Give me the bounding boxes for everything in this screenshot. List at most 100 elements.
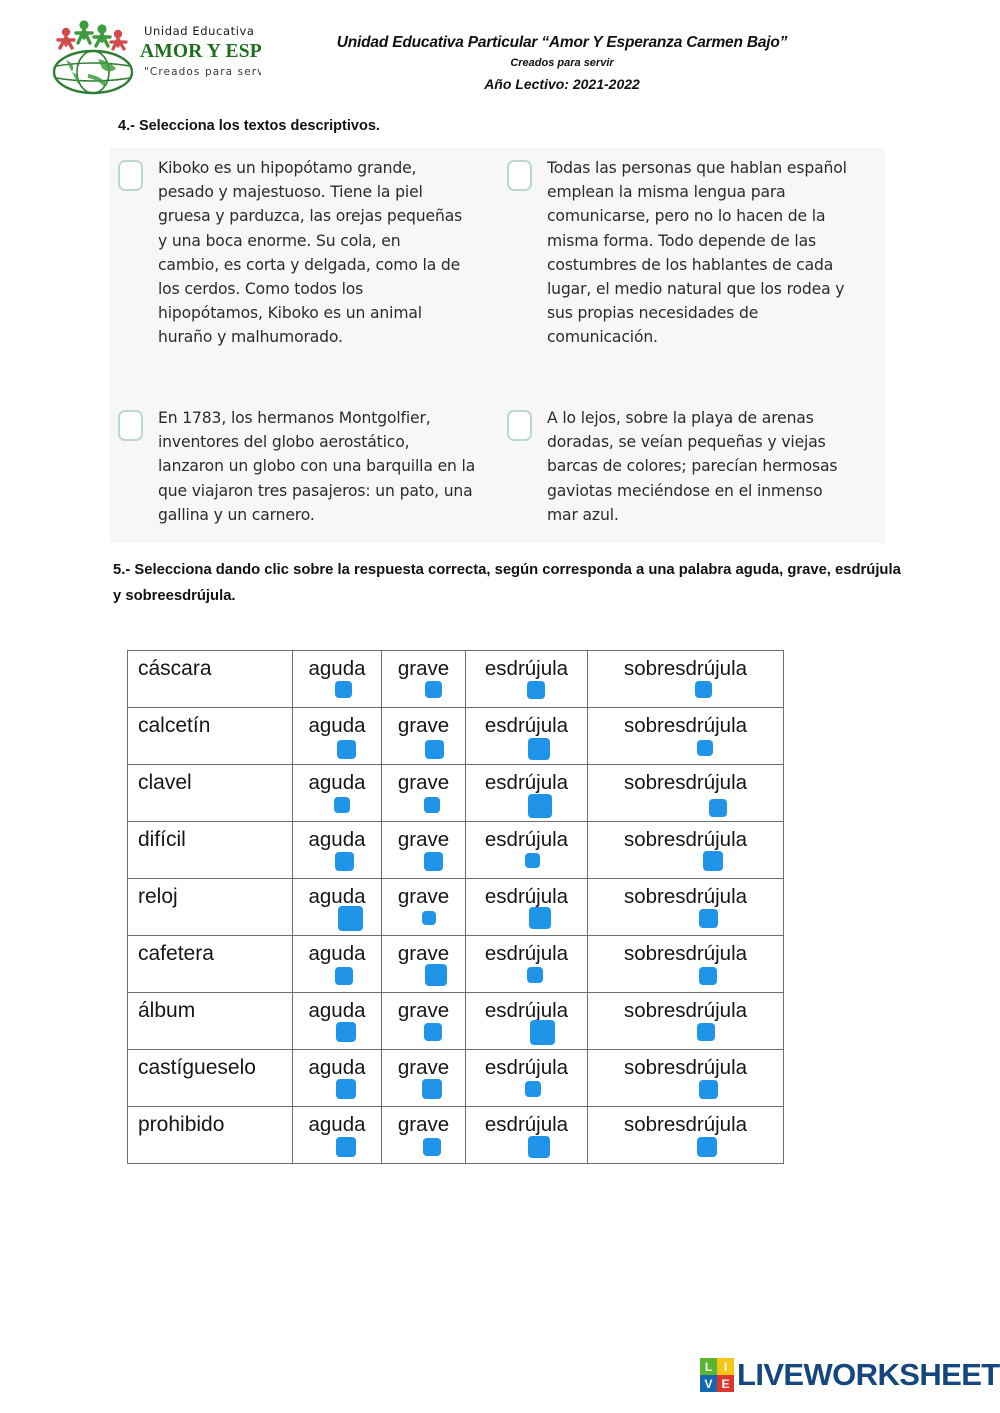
answer-select-box[interactable] (528, 907, 551, 929)
answer-cell-sobresdrújula[interactable]: sobresdrújula (587, 650, 784, 708)
answer-select-box[interactable] (425, 740, 445, 759)
answer-cell-esdrújula[interactable]: esdrújula (465, 650, 588, 708)
answer-select-box[interactable] (423, 797, 440, 813)
answer-cell-grave[interactable]: grave (381, 650, 466, 708)
answer-cell-esdrújula[interactable]: esdrújula (465, 821, 588, 879)
answer-select-box[interactable] (527, 794, 552, 818)
word-cell: álbum (127, 992, 293, 1050)
answer-select-box[interactable] (423, 852, 443, 871)
answer-select-box[interactable] (697, 1023, 716, 1041)
svg-text:Unidad Educativa: Unidad Educativa (144, 24, 255, 38)
answer-select-box[interactable] (336, 1137, 357, 1157)
answer-cell-sobresdrújula[interactable]: sobresdrújula (587, 878, 784, 936)
answer-select-box[interactable] (336, 1079, 357, 1099)
answer-select-box[interactable] (425, 681, 443, 698)
answer-select-box[interactable] (335, 967, 354, 985)
answer-cell-grave[interactable]: grave (381, 1049, 466, 1107)
checkbox-icon-option-3[interactable] (118, 410, 143, 441)
word-cell: cáscara (127, 650, 293, 708)
answer-cell-grave[interactable]: grave (381, 1106, 466, 1164)
answer-cell-sobresdrújula[interactable]: sobresdrújula (587, 1106, 784, 1164)
answer-select-box[interactable] (697, 740, 714, 756)
answer-cell-sobresdrújula[interactable]: sobresdrújula (587, 764, 784, 822)
answer-select-box[interactable] (422, 1138, 441, 1156)
descriptive-text-option-3[interactable]: En 1783, los hermanos Montgolfier, inven… (118, 406, 478, 527)
answer-select-box[interactable] (337, 906, 363, 931)
answer-select-box[interactable] (526, 967, 543, 983)
descriptive-text-option-1[interactable]: Kiboko es un hipopótamo grande, pesado y… (118, 156, 463, 350)
answer-select-box[interactable] (336, 1022, 357, 1042)
answer-cell-aguda[interactable]: aguda (292, 935, 382, 993)
answer-cell-grave[interactable]: grave (381, 707, 466, 765)
checkbox-icon-option-1[interactable] (118, 160, 143, 191)
answer-select-box[interactable] (421, 1079, 442, 1099)
answer-select-box[interactable] (335, 681, 353, 698)
answer-select-box[interactable] (423, 1023, 442, 1041)
answer-select-box[interactable] (526, 681, 545, 699)
answer-select-box[interactable] (337, 740, 356, 759)
descriptive-text-option-2[interactable]: Todas las personas que hablan español em… (507, 156, 857, 350)
answer-select-box[interactable] (527, 1136, 550, 1158)
word-label: clavel (138, 771, 192, 794)
answer-cell-aguda[interactable]: aguda (292, 1049, 382, 1107)
header-text-block: Unidad Educativa Particular “Amor Y Espe… (262, 34, 862, 92)
answer-select-box[interactable] (699, 1080, 719, 1099)
answer-cell-esdrújula[interactable]: esdrújula (465, 878, 588, 936)
answer-label: aguda (308, 1056, 366, 1079)
answer-select-box[interactable] (699, 967, 718, 985)
answer-select-box[interactable] (697, 1137, 718, 1157)
answer-cell-esdrújula[interactable]: esdrújula (465, 707, 588, 765)
answer-cell-grave[interactable]: grave (381, 992, 466, 1050)
accent-classification-table: cáscara aguda grave esdrújula sobresdrújula c… (127, 650, 784, 1164)
answer-label: sobresdrújula (623, 1113, 748, 1136)
answer-cell-esdrújula[interactable]: esdrújula (465, 935, 588, 993)
answer-cell-aguda[interactable]: aguda (292, 764, 382, 822)
answer-label: aguda (308, 999, 366, 1022)
answer-cell-sobresdrújula[interactable]: sobresdrújula (587, 821, 784, 879)
answer-select-box[interactable] (525, 853, 541, 868)
answer-cell-sobresdrújula[interactable]: sobresdrújula (587, 935, 784, 993)
option-2-text: Todas las personas que hablan español em… (547, 159, 847, 347)
answer-label: esdrújula (484, 999, 569, 1022)
answer-label: sobresdrújula (623, 828, 748, 851)
answer-cell-grave[interactable]: grave (381, 878, 466, 936)
answer-label: sobresdrújula (623, 999, 748, 1022)
answer-cell-sobresdrújula[interactable]: sobresdrújula (587, 992, 784, 1050)
answer-cell-sobresdrújula[interactable]: sobresdrújula (587, 1049, 784, 1107)
answer-cell-aguda[interactable]: aguda (292, 878, 382, 936)
answer-cell-aguda[interactable]: aguda (292, 1106, 382, 1164)
tile-letter-l: L (700, 1358, 717, 1375)
answer-label: grave (397, 657, 450, 680)
answer-select-box[interactable] (530, 1020, 556, 1045)
answer-select-box[interactable] (703, 851, 724, 871)
answer-cell-aguda[interactable]: aguda (292, 707, 382, 765)
answer-cell-grave[interactable]: grave (381, 764, 466, 822)
answer-select-box[interactable] (334, 797, 351, 813)
answer-select-box[interactable] (425, 964, 448, 986)
answer-select-box[interactable] (699, 909, 719, 928)
answer-cell-esdrújula[interactable]: esdrújula (465, 1106, 588, 1164)
svg-text:"Creados para servir": "Creados para servir" (144, 66, 261, 78)
answer-select-box[interactable] (708, 799, 727, 817)
answer-cell-aguda[interactable]: aguda (292, 992, 382, 1050)
checkbox-icon-option-2[interactable] (507, 160, 532, 191)
word-label: reloj (138, 885, 178, 908)
answer-cell-esdrújula[interactable]: esdrújula (465, 1049, 588, 1107)
word-cell: calcetín (127, 707, 293, 765)
answer-cell-sobresdrújula[interactable]: sobresdrújula (587, 707, 784, 765)
answer-cell-esdrújula[interactable]: esdrújula (465, 992, 588, 1050)
answer-cell-aguda[interactable]: aguda (292, 821, 382, 879)
answer-cell-grave[interactable]: grave (381, 821, 466, 879)
answer-cell-aguda[interactable]: aguda (292, 650, 382, 708)
answer-select-box[interactable] (421, 911, 436, 925)
answer-cell-grave[interactable]: grave (381, 935, 466, 993)
answer-label: grave (397, 714, 450, 737)
answer-select-box[interactable] (527, 738, 550, 760)
answer-cell-esdrújula[interactable]: esdrújula (465, 764, 588, 822)
answer-select-box[interactable] (525, 1081, 542, 1097)
checkbox-icon-option-4[interactable] (507, 410, 532, 441)
answer-select-box[interactable] (335, 852, 355, 871)
word-label: cafetera (138, 942, 214, 965)
descriptive-text-option-4[interactable]: A lo lejos, sobre la playa de arenas dor… (507, 406, 857, 527)
answer-select-box[interactable] (695, 681, 713, 698)
